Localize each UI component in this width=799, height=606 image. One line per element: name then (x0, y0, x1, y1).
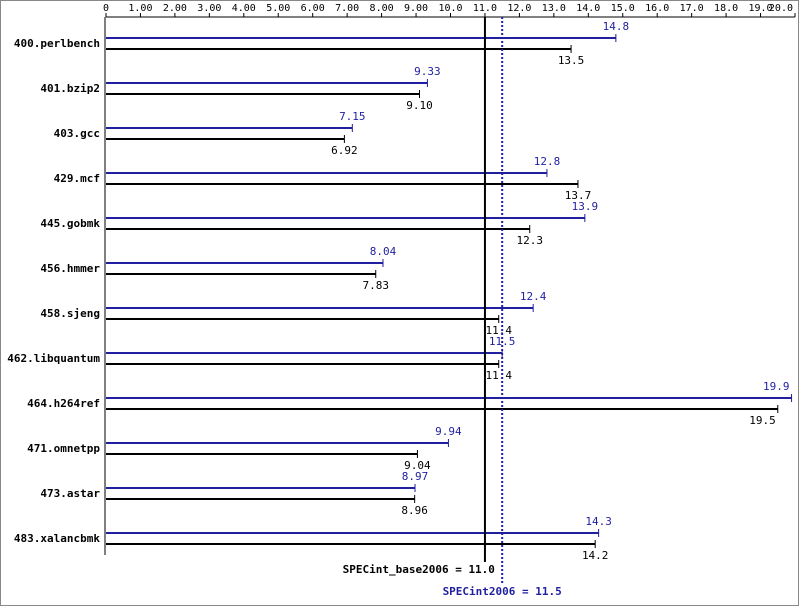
x-tick-label: 10.0 (438, 3, 462, 14)
value-label: 12.8 (534, 155, 561, 168)
bar (106, 180, 579, 188)
x-tick-label: 2.00 (163, 3, 187, 14)
bar (106, 34, 617, 42)
x-tick-label: 13.0 (542, 3, 566, 14)
bar (106, 304, 534, 312)
reference-label: SPECint_base2006 = 11.0 (343, 563, 495, 576)
bar (106, 315, 500, 323)
value-label: 8.96 (401, 504, 428, 517)
value-label: 14.2 (582, 549, 609, 562)
bar (106, 450, 418, 458)
x-tick-label: 6.00 (301, 3, 325, 14)
bar (106, 214, 586, 222)
x-tick-label: 7.00 (335, 3, 359, 14)
bar (106, 135, 345, 143)
category-label: 464.h264ref (27, 397, 100, 410)
category-label: 400.perlbench (14, 37, 100, 50)
bar (106, 439, 449, 447)
category-label: 445.gobmk (40, 217, 100, 230)
category-label: 456.hmmer (40, 262, 100, 275)
bar (106, 225, 531, 233)
value-label: 12.4 (520, 290, 547, 303)
value-label: 14.3 (585, 515, 612, 528)
x-tick-label: 17.0 (680, 3, 704, 14)
bar (106, 124, 353, 132)
x-tick-label: 0 (103, 3, 109, 14)
x-tick-label: 15.0 (611, 3, 635, 14)
bar (106, 169, 548, 177)
value-label: 13.7 (565, 189, 592, 202)
x-tick-label: 18.0 (714, 3, 738, 14)
value-label: 19.5 (749, 414, 776, 427)
category-label: 473.astar (40, 487, 100, 500)
value-label: 7.15 (339, 110, 366, 123)
value-label: 9.04 (404, 459, 431, 472)
bar (106, 79, 428, 87)
value-label: 11.4 (485, 324, 512, 337)
value-label: 9.33 (414, 65, 441, 78)
value-label: 8.04 (370, 245, 397, 258)
value-label: 11.4 (485, 369, 512, 382)
category-label: 483.xalancbmk (14, 532, 100, 545)
category-label: 471.omnetpp (27, 442, 100, 455)
value-label: 19.9 (763, 380, 790, 393)
bar (106, 45, 572, 53)
x-tick-label: 12.0 (507, 3, 531, 14)
bar (106, 495, 416, 503)
value-label: 13.9 (572, 200, 599, 213)
category-label: 458.sjeng (40, 307, 100, 320)
category-label: 462.libquantum (7, 352, 100, 365)
x-tick-label: 4.00 (232, 3, 256, 14)
bar (106, 270, 377, 278)
value-label: 9.94 (435, 425, 462, 438)
category-label: 429.mcf (54, 172, 100, 185)
reference-label: SPECint2006 = 11.5 (443, 585, 562, 598)
value-label: 6.92 (331, 144, 358, 157)
x-tick-label: 11.0 (473, 3, 497, 14)
bar (106, 394, 793, 402)
x-tick-label: 20.0 (769, 3, 793, 14)
value-label: 13.5 (558, 54, 585, 67)
bar (106, 529, 600, 537)
value-label: 9.10 (406, 99, 433, 112)
category-label: 401.bzip2 (40, 82, 100, 95)
bar (106, 405, 779, 413)
x-tick-label: 14.0 (576, 3, 600, 14)
bar (106, 90, 420, 98)
value-label: 12.3 (516, 234, 543, 247)
x-tick-label: 8.00 (370, 3, 394, 14)
bar (106, 360, 500, 368)
bar (106, 540, 596, 548)
bar (106, 259, 384, 267)
x-tick-label: 5.00 (266, 3, 290, 14)
category-label: 403.gcc (54, 127, 100, 140)
value-label: 7.83 (362, 279, 389, 292)
x-tick-label: 3.00 (197, 3, 221, 14)
value-label: 8.97 (402, 470, 429, 483)
value-label: 14.8 (603, 20, 630, 33)
x-tick-label: 19.0 (749, 3, 773, 14)
bar (106, 484, 416, 492)
x-tick-label: 16.0 (645, 3, 669, 14)
x-tick-label: 1.00 (128, 3, 152, 14)
x-tick-label: 9.00 (404, 3, 428, 14)
